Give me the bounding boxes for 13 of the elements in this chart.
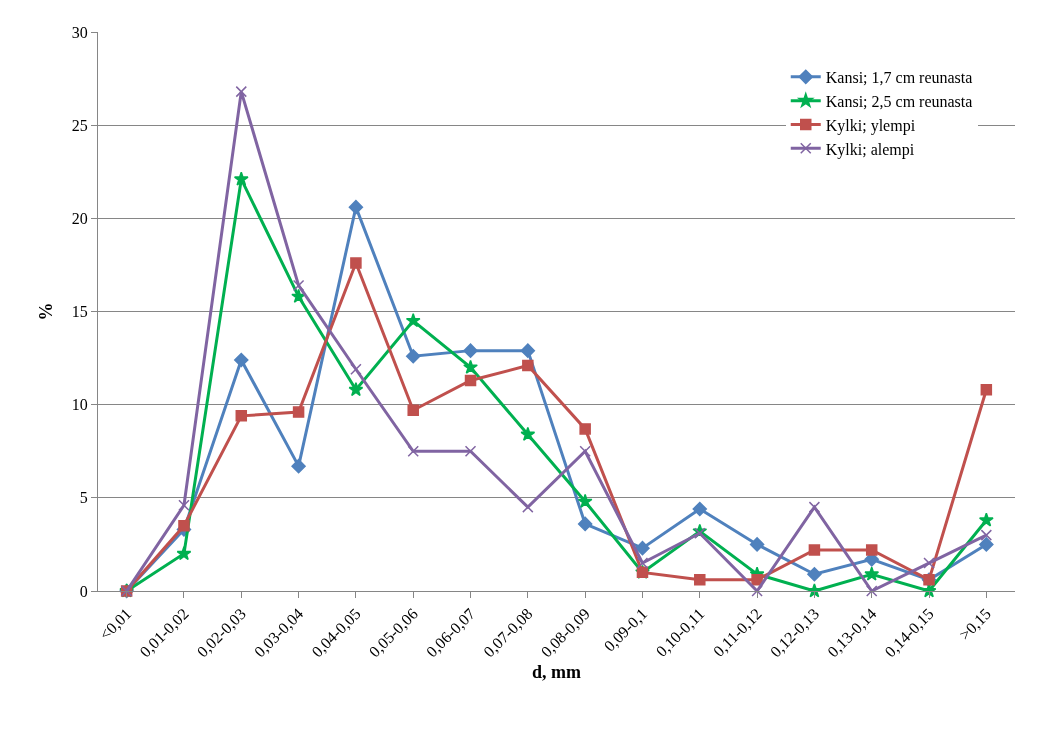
legend-label: Kansi; 1,7 cm reunasta [825, 69, 973, 87]
y-tick-label: 15 [71, 303, 88, 321]
y-tick-label: 10 [71, 396, 88, 414]
y-tick-label: 25 [71, 116, 88, 134]
y-axis-title: % [36, 302, 56, 321]
x-axis-title: d, mm [532, 662, 581, 683]
y-tick-label: 30 [71, 23, 88, 41]
y-tick-label: 5 [79, 489, 88, 507]
legend-label: Kylki; ylempi [825, 116, 916, 135]
y-tick-label: 0 [79, 582, 88, 600]
legend-label: Kylki; alempi [825, 140, 915, 159]
y-tick-label: 20 [71, 209, 88, 227]
legend-label: Kansi; 2,5 cm reunasta [825, 92, 973, 110]
